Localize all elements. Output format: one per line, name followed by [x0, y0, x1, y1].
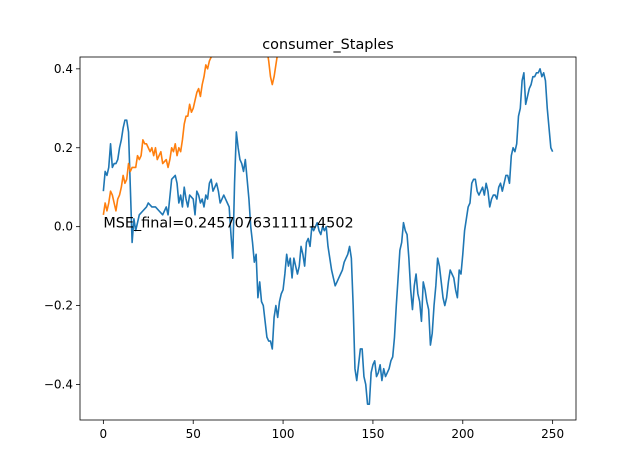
series-line-2	[102, 57, 278, 215]
y-tick-label: −0.4	[44, 377, 73, 391]
plot-frame	[79, 56, 577, 421]
y-tick-label: 0.2	[54, 141, 73, 155]
series-layer	[102, 57, 554, 406]
x-tick-label: 50	[186, 427, 201, 441]
x-axis: 0 50 100 150 200 250	[100, 420, 564, 441]
y-axis: −0.4 −0.2 0.0 0.2 0.4	[44, 62, 80, 391]
x-tick-label: 0	[100, 427, 108, 441]
y-tick-label: 0.0	[54, 220, 73, 234]
x-tick-label: 200	[451, 427, 474, 441]
x-tick-label: 150	[361, 427, 384, 441]
y-tick-label: −0.2	[44, 299, 73, 313]
x-tick-label: 100	[272, 427, 295, 441]
y-tick-label: 0.4	[54, 62, 73, 76]
mse-annotation: MSE_final=0.24570763111114502	[103, 216, 353, 232]
chart-title: consumer_Staples	[262, 37, 394, 53]
x-tick-label: 250	[541, 427, 564, 441]
series-line-1	[102, 68, 554, 406]
